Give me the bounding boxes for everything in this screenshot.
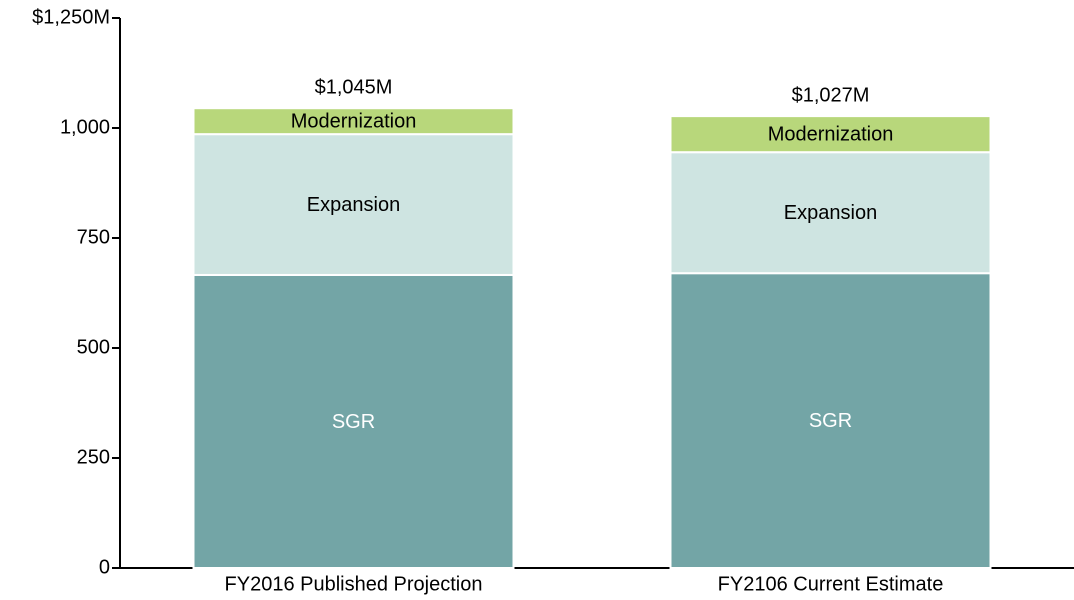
y-tick-label: 1,000 <box>60 116 110 138</box>
segment-label: SGR <box>809 410 852 432</box>
y-tick-label: 500 <box>77 336 110 358</box>
segment-label: Expansion <box>307 194 400 216</box>
total-label: $1,027M <box>792 84 870 106</box>
y-tick-label: 750 <box>77 226 110 248</box>
bar-segment <box>192 133 515 276</box>
bar-segment <box>669 115 992 154</box>
bar-segment <box>669 151 992 275</box>
y-tick-label: 0 <box>99 556 110 578</box>
y-tick-label: $1,250M <box>32 6 110 28</box>
y-tick-label: 250 <box>77 446 110 468</box>
x-tick-label: FY2016 Published Projection <box>225 573 483 595</box>
segment-label: Modernization <box>291 110 417 132</box>
segment-label: SGR <box>332 411 375 433</box>
bar-segment <box>669 272 992 569</box>
segment-label: Modernization <box>768 123 894 145</box>
x-tick-label: FY2106 Current Estimate <box>718 573 944 595</box>
segment-label: Expansion <box>784 202 877 224</box>
total-label: $1,045M <box>315 76 393 98</box>
bar-segment <box>192 107 515 136</box>
bar-segment <box>192 273 515 569</box>
